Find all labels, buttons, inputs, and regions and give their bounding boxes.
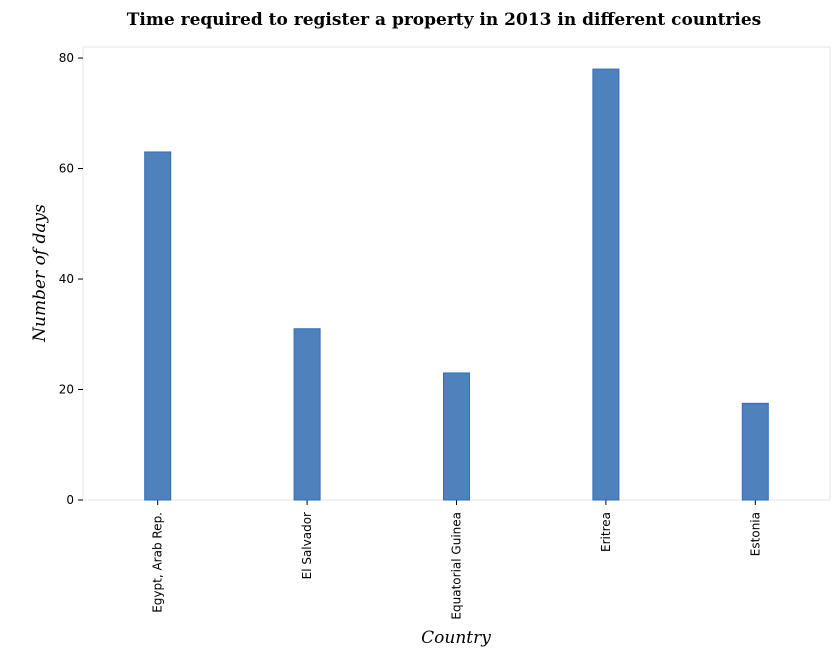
bar-estonia	[741, 402, 769, 501]
y-axis: 0 20 40 60 80	[59, 51, 83, 507]
x-tick-label: El Salvador	[300, 512, 314, 579]
bars	[144, 68, 769, 501]
bar-el-salvador	[293, 328, 321, 501]
y-tick-label: 40	[59, 272, 74, 286]
x-tick-label: Estonia	[748, 512, 762, 556]
y-axis-label: Number of days	[30, 204, 50, 343]
x-axis-label: Country	[421, 628, 491, 648]
x-axis: Egypt, Arab Rep. El Salvador Equatorial Gu…	[151, 500, 762, 620]
chart-title: Time required to register a property in …	[127, 10, 761, 30]
bar-equatorial-guinea	[443, 372, 470, 501]
x-tick-label: Eritrea	[599, 512, 613, 552]
y-tick-label: 20	[59, 383, 74, 397]
x-tick-label: Egypt, Arab Rep.	[151, 512, 165, 613]
y-tick-label: 60	[59, 162, 74, 176]
x-tick-label: Equatorial Guinea	[450, 512, 464, 620]
y-tick-label: 80	[59, 51, 74, 65]
bar-eritrea	[592, 68, 620, 501]
bar-egypt-arab-rep	[144, 151, 172, 501]
y-tick-label: 0	[66, 493, 74, 507]
